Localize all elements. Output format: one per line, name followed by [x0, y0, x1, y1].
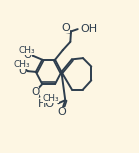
- Text: OH: OH: [80, 24, 97, 34]
- Text: O: O: [57, 107, 66, 117]
- Text: O: O: [18, 66, 26, 76]
- Text: O: O: [23, 50, 32, 60]
- Text: CH₃: CH₃: [14, 60, 31, 69]
- Text: O: O: [31, 87, 39, 97]
- Text: O: O: [61, 23, 70, 33]
- Text: CH₃: CH₃: [43, 93, 59, 103]
- Text: HO: HO: [38, 99, 55, 109]
- Text: CH₃: CH₃: [18, 46, 35, 55]
